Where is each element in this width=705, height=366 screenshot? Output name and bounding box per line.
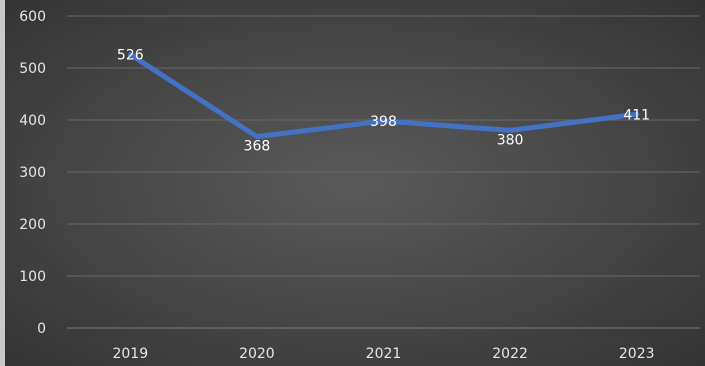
data-label-2020: 368 xyxy=(244,139,271,155)
y-axis: 0 100 200 300 400 500 600 xyxy=(19,9,46,337)
data-label-2019: 526 xyxy=(117,47,144,63)
data-label-2023: 411 xyxy=(623,107,650,123)
x-axis: 2019 2020 2021 2022 2023 xyxy=(112,346,654,362)
x-tick-label-2019: 2019 xyxy=(112,346,148,362)
x-tick-label-2022: 2022 xyxy=(492,346,528,362)
y-tick-label-400: 400 xyxy=(19,113,46,129)
data-labels: 526 368 398 380 411 xyxy=(117,47,650,154)
x-tick-label-2023: 2023 xyxy=(619,346,655,362)
series xyxy=(127,51,640,140)
data-label-2021: 398 xyxy=(370,114,397,130)
x-tick-label-2020: 2020 xyxy=(239,346,275,362)
x-tick-label-2021: 2021 xyxy=(366,346,402,362)
y-tick-label-600: 600 xyxy=(19,9,46,25)
y-tick-label-300: 300 xyxy=(19,165,46,181)
gridlines xyxy=(67,15,700,329)
y-tick-label-100: 100 xyxy=(19,269,46,285)
y-tick-label-500: 500 xyxy=(19,61,46,77)
data-label-2022: 380 xyxy=(497,132,524,148)
y-tick-label-200: 200 xyxy=(19,217,46,233)
y-tick-label-0: 0 xyxy=(37,321,46,337)
